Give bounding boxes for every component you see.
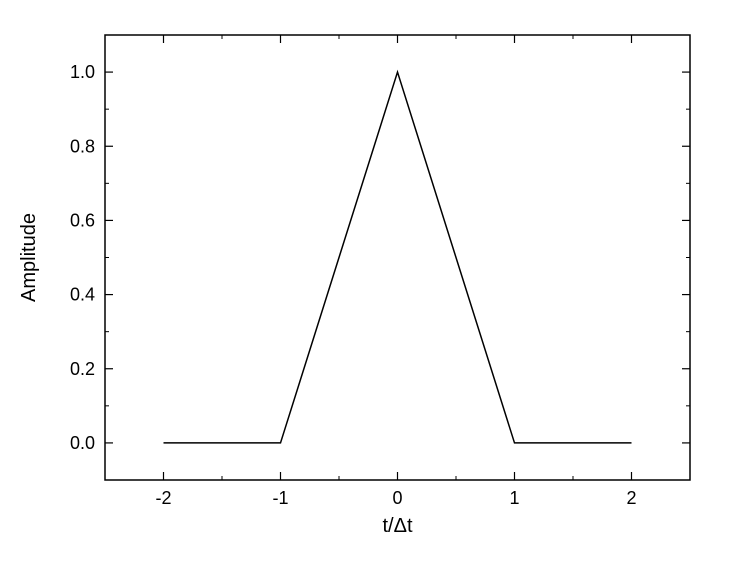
y-tick-label: 0.4 — [70, 285, 95, 305]
y-tick-label: 0.2 — [70, 359, 95, 379]
x-axis-label: t/Δt — [382, 515, 412, 537]
y-tick-label: 0.6 — [70, 210, 95, 230]
x-tick-label: 0 — [392, 488, 402, 508]
x-tick-label: 1 — [509, 488, 519, 508]
x-tick-label: 2 — [626, 488, 636, 508]
y-axis-label: Amplitude — [18, 213, 40, 302]
x-tick-label: -1 — [272, 488, 288, 508]
y-tick-label: 0.0 — [70, 433, 95, 453]
x-tick-label: -2 — [155, 488, 171, 508]
chart-container: -2 -1 0 1 2 0.0 0.2 0.4 0.6 0.8 1.0 t/Δt Amplitude — [0, 0, 736, 568]
line-chart: -2 -1 0 1 2 0.0 0.2 0.4 0.6 0.8 1.0 t/Δt Amplitude — [0, 0, 736, 568]
y-tick-label: 0.8 — [70, 136, 95, 156]
y-tick-label: 1.0 — [70, 62, 95, 82]
data-series — [164, 72, 632, 443]
